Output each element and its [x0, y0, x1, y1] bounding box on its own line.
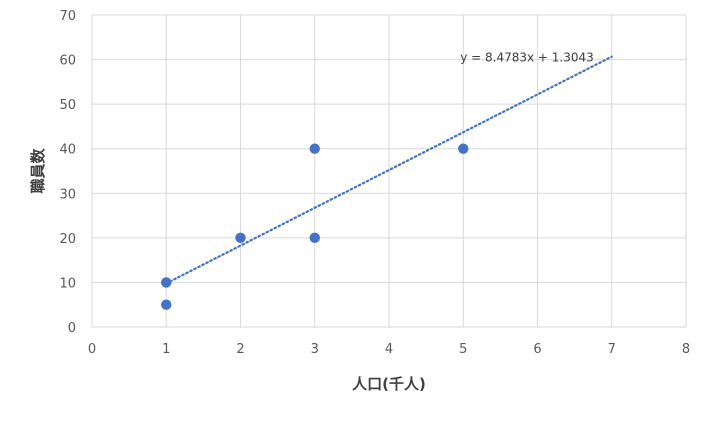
- y-tick-label: 40: [59, 143, 76, 158]
- y-tick-label: 50: [59, 98, 76, 113]
- y-tick-label: 0: [68, 321, 76, 336]
- y-tick-label: 60: [59, 54, 76, 69]
- data-point: [161, 277, 172, 288]
- x-tick-label: 6: [533, 342, 541, 357]
- data-point: [458, 143, 469, 154]
- tick-labels: 0 1 2 3 4 5 6 7 8 0 10 20 30 40 50 60 70: [59, 9, 690, 357]
- x-tick-label: 1: [162, 342, 170, 357]
- data-point: [309, 232, 320, 244]
- y-axis-title: 職員数: [29, 148, 47, 194]
- x-axis-title: 人口(千人): [352, 375, 426, 393]
- y-tick-label: 70: [59, 9, 76, 24]
- x-tick-label: 2: [236, 342, 244, 357]
- data-point: [235, 232, 246, 244]
- trendline: [165, 55, 613, 285]
- data-point: [309, 143, 320, 154]
- y-tick-label: 30: [59, 187, 76, 202]
- x-tick-label: 5: [459, 342, 467, 357]
- data-points: [161, 143, 469, 310]
- x-tick-label: 0: [88, 342, 96, 357]
- x-tick-label: 8: [682, 342, 690, 357]
- grid: [91, 14, 687, 328]
- data-point: [161, 299, 172, 310]
- x-tick-label: 7: [608, 342, 616, 357]
- x-tick-label: 3: [311, 342, 319, 357]
- y-tick-label: 10: [59, 276, 76, 291]
- trendline-equation: y = 8.4783x + 1.3043: [460, 51, 594, 65]
- x-tick-label: 4: [385, 342, 393, 357]
- trendline-group: [165, 55, 613, 285]
- y-tick-label: 20: [59, 232, 76, 247]
